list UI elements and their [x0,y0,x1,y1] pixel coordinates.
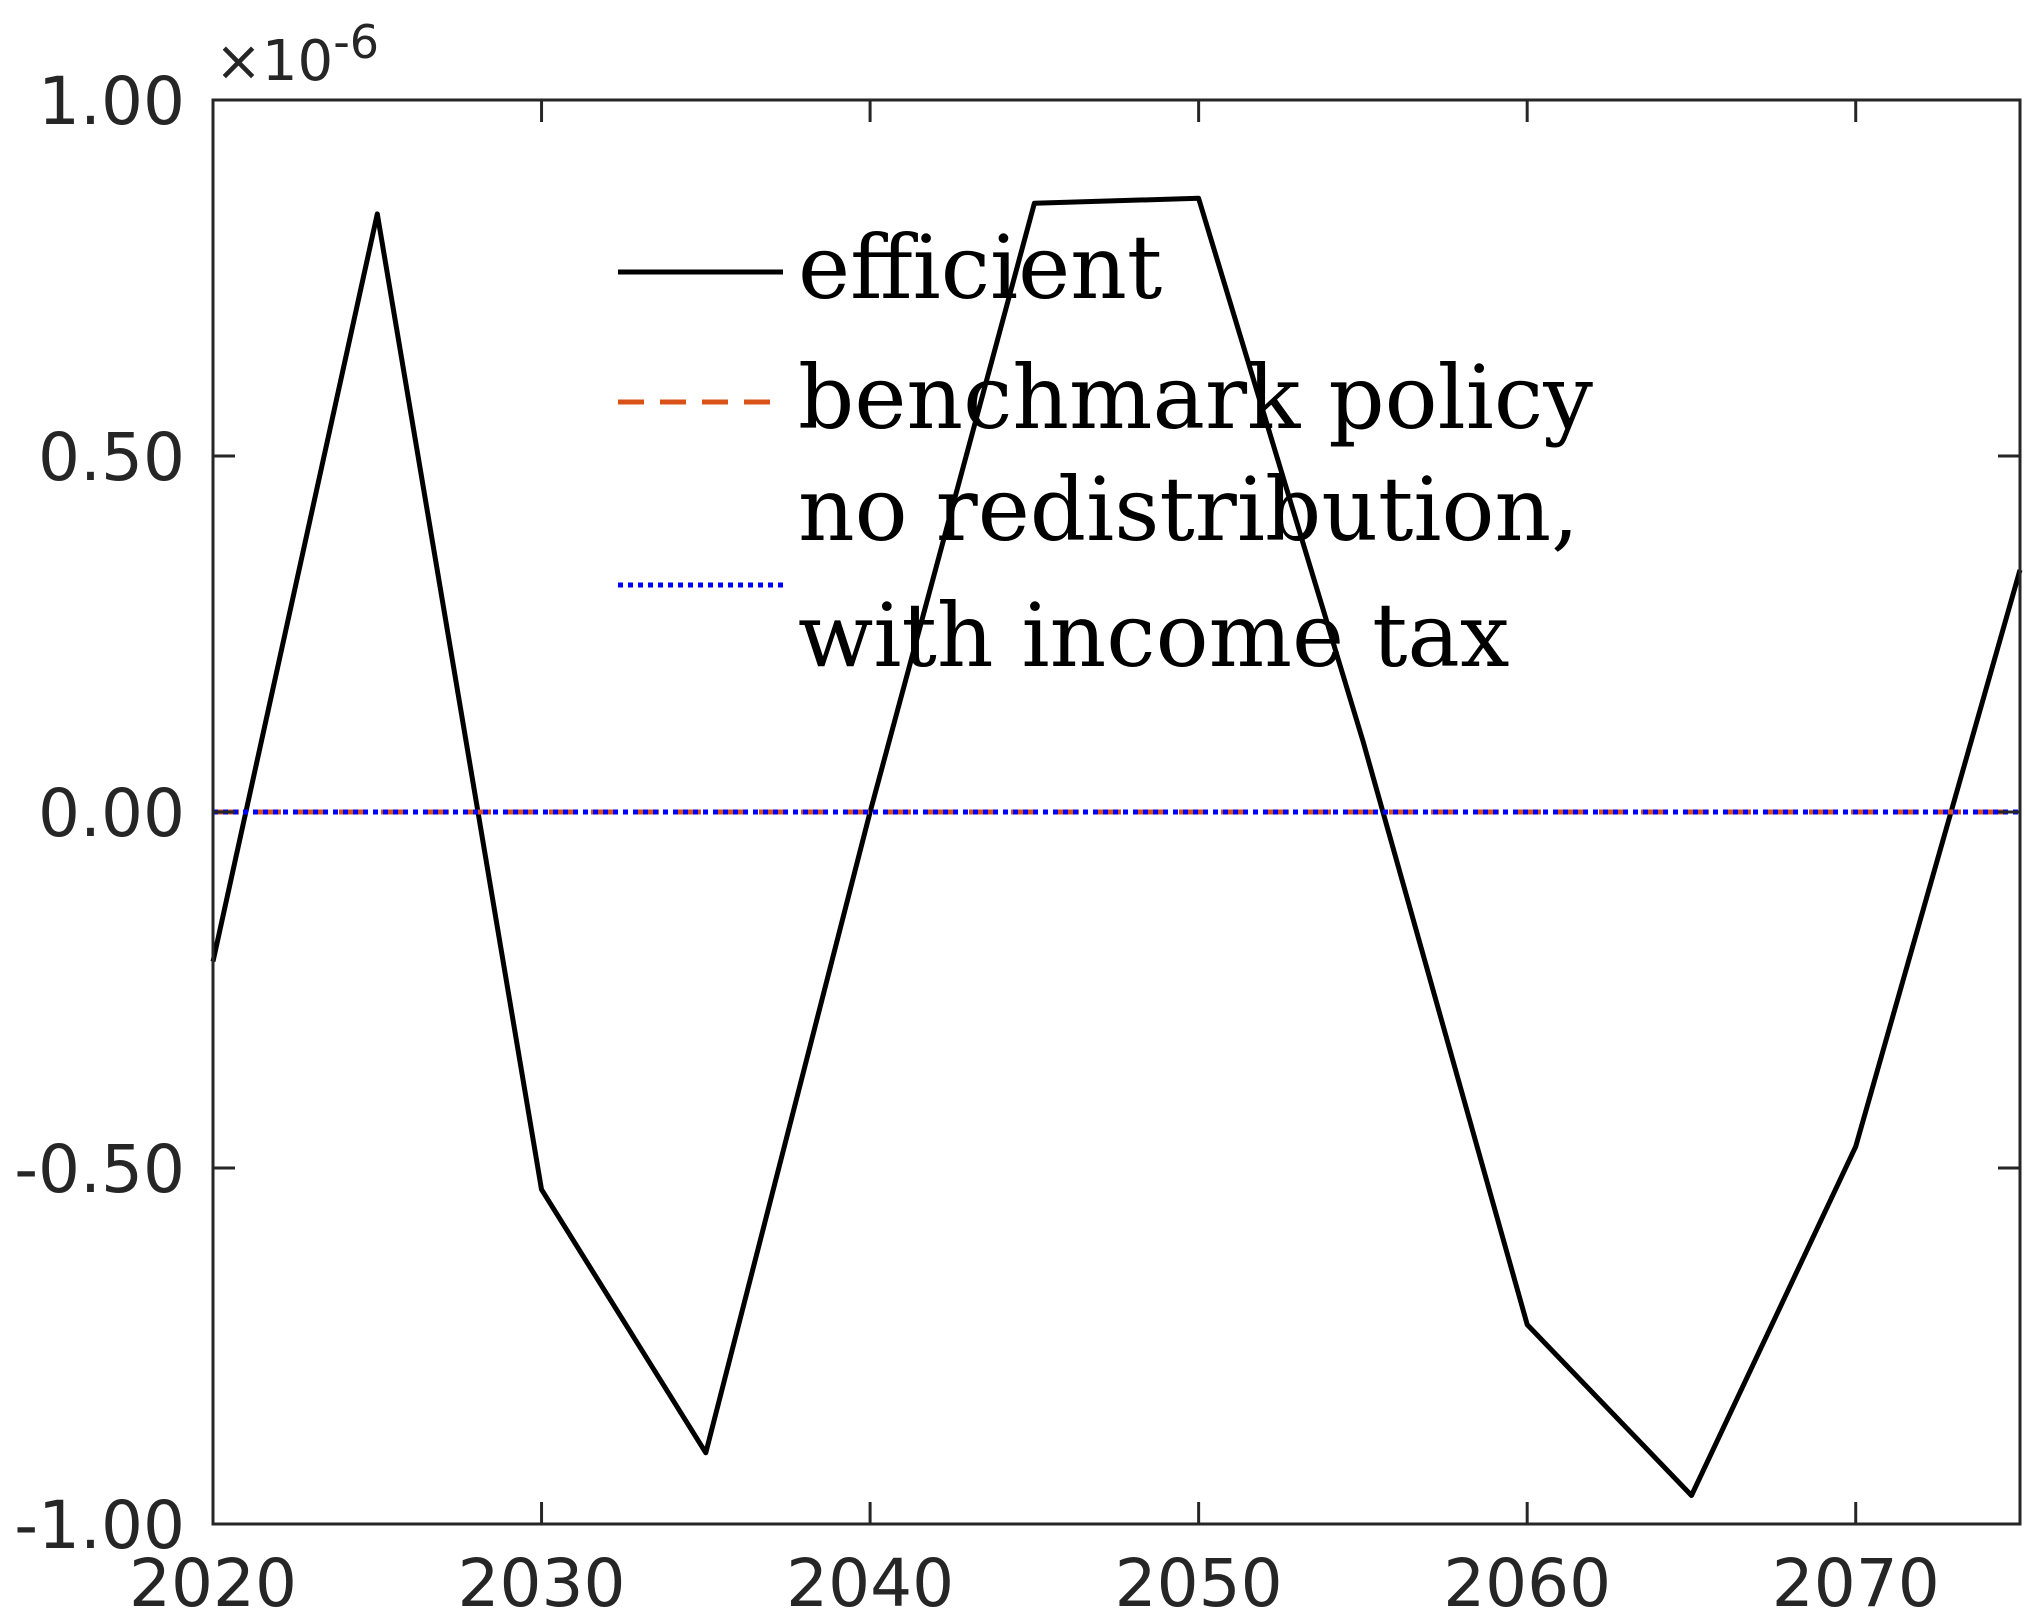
legend-label-3: with income tax [798,584,1510,687]
y-axis-exponent-power: -6 [333,15,379,69]
series-layer [210,195,2023,1498]
y-tick-label: -1.00 [14,1487,185,1564]
x-tick-label: 2060 [1443,1545,1611,1622]
y-axis-exponent: ×10-6 [215,15,379,94]
y-tick-label: 0.00 [38,775,185,852]
y-tick-label: -0.50 [14,1131,185,1208]
y-axis-exponent-base: ×10 [215,29,333,94]
legend-label-2: benchmark policy [798,346,1593,449]
legend-label-1: efficient [798,216,1162,319]
x-tick-label: 2040 [786,1545,954,1622]
x-tick-label: 2020 [129,1545,297,1622]
x-tick-label: 2070 [1772,1545,1940,1622]
ticks-layer: 2020 2030 2040 2050 2060 2070 -1.00 -0.50 0.00 0.… [14,63,2020,1622]
legend-label-3: no redistribution, [798,458,1579,561]
x-tick-label: 2030 [458,1545,626,1622]
x-tick-label: 2050 [1115,1545,1283,1622]
series-line-1 [210,195,2023,1498]
y-tick-label: 1.00 [38,63,185,140]
y-tick-label: 0.50 [38,419,185,496]
